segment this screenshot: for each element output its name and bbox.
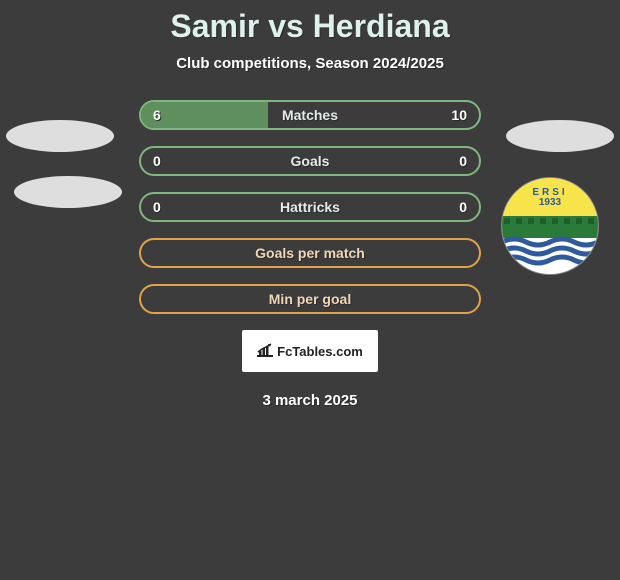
stat-label: Hattricks xyxy=(280,199,340,215)
page-title: Samir vs Herdiana xyxy=(0,0,620,45)
club-badge-waves xyxy=(502,178,598,274)
player-right-slot-1 xyxy=(506,120,614,152)
stat-label: Matches xyxy=(282,107,338,123)
stat-left-value: 0 xyxy=(153,199,161,215)
brand-text: FcTables.com xyxy=(277,344,363,359)
stat-label: Goals per match xyxy=(255,245,365,261)
stat-bar: 6 Matches 10 xyxy=(139,100,481,130)
stat-left-value: 6 xyxy=(153,107,161,123)
player-left-slot-2 xyxy=(14,176,122,208)
stat-right-value: 0 xyxy=(459,153,467,169)
stat-left-value: 0 xyxy=(153,153,161,169)
stat-right-value: 0 xyxy=(459,199,467,215)
stat-bar: Goals per match xyxy=(139,238,481,268)
stat-label: Goals xyxy=(291,153,330,169)
stat-bar: 0 Goals 0 xyxy=(139,146,481,176)
snapshot-date: 3 march 2025 xyxy=(0,372,620,409)
club-badge: ERSI 1933 xyxy=(502,178,598,274)
page-subtitle: Club competitions, Season 2024/2025 xyxy=(0,45,620,72)
brand-chart-icon xyxy=(257,343,273,360)
comparison-bars: 6 Matches 10 0 Goals 0 0 Hattricks 0 Goals per ma… xyxy=(139,100,481,314)
player-left-slot-1 xyxy=(6,120,114,152)
stat-bar: Min per goal xyxy=(139,284,481,314)
stat-label: Min per goal xyxy=(269,291,351,307)
stat-bar: 0 Hattricks 0 xyxy=(139,192,481,222)
stat-right-value: 10 xyxy=(451,107,467,123)
brand-badge: FcTables.com xyxy=(242,330,378,372)
